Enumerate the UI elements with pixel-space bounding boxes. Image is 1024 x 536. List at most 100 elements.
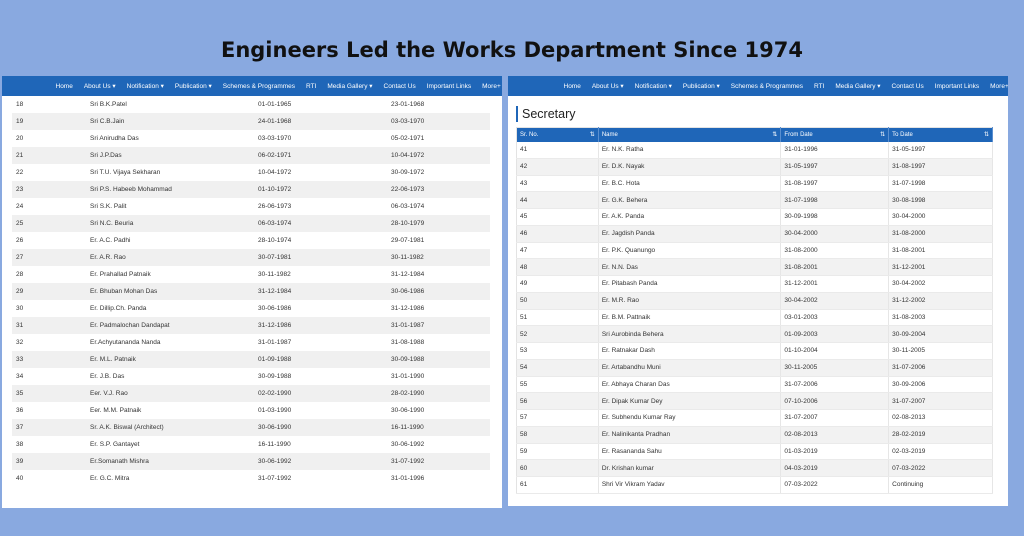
name-cell: Dr. Krishan kumar xyxy=(598,459,782,477)
name-cell: Er. Prahallad Patnaik xyxy=(90,271,151,278)
nav-item[interactable]: Important Links xyxy=(934,82,980,90)
name-cell: Er. Padmalochan Dandapat xyxy=(86,317,258,334)
sr-no-cell: 27 xyxy=(12,249,86,266)
to-date-cell: 31-01-1987 xyxy=(391,317,490,334)
nav-item[interactable]: Notification ▾ xyxy=(634,83,672,90)
name-cell: Sri T.U. Vijaya Sekharan xyxy=(90,169,161,176)
sr-no-cell: 40 xyxy=(16,475,24,482)
nav-item[interactable]: Publication ▾ xyxy=(682,83,720,90)
to-date-cell: 31-07-2007 xyxy=(888,392,993,410)
to-date-cell: 29-07-1981 xyxy=(391,237,425,244)
nav-item[interactable]: More+ ▾ xyxy=(482,83,502,90)
to-date-cell: 30-04-2002 xyxy=(888,275,993,293)
from-date-cell: 07-03-2022 xyxy=(780,476,890,494)
table-row: 48 Er. N.N. Das 31-08-2001 31-12-2001 xyxy=(516,258,993,276)
sort-icon[interactable]: ⇅ xyxy=(772,132,778,138)
from-date-cell: 16-11-1990 xyxy=(258,441,291,448)
to-date-cell: 31-08-1988 xyxy=(391,339,425,346)
sr-no-cell: 58 xyxy=(516,426,599,444)
nav-item[interactable]: About Us ▾ xyxy=(83,83,116,90)
nav-item[interactable]: Media Gallery ▾ xyxy=(327,83,373,90)
sr-no-cell: 32 xyxy=(16,339,24,346)
to-date-cell: 30-09-1972 xyxy=(391,169,425,176)
name-cell: Sri S.K. Palit xyxy=(90,203,127,210)
name-cell: Sri J.P.Das xyxy=(86,147,258,164)
table-row: 41 Er. N.K. Ratha 31-01-1996 31-05-1997 xyxy=(516,141,993,159)
nav-item[interactable]: Notification ▾ xyxy=(126,83,164,90)
name-cell: Er. M.L. Patnaik xyxy=(86,351,258,368)
nav-item[interactable]: Home xyxy=(55,82,73,90)
nav-item[interactable]: Contact Us xyxy=(383,82,416,90)
nav-item[interactable]: Important Links xyxy=(426,82,472,90)
to-date-cell: 30-04-2000 xyxy=(888,208,993,226)
name-cell: Er. B.M. Pattnaik xyxy=(598,309,782,327)
table-row: 61 Shri Vir Vikram Yadav 07-03-2022 Continu… xyxy=(516,476,993,494)
sr-no-cell: 44 xyxy=(516,191,599,209)
to-date-cell: 28-10-1979 xyxy=(391,215,490,232)
name-cell: Er. Dillip.Ch. Panda xyxy=(90,305,147,312)
from-date-cell: 30-04-2002 xyxy=(780,292,890,310)
to-date-cell: 31-08-2003 xyxy=(888,309,993,327)
table-row: 33 Er. M.L. Patnaik 01-09-1988 30-09-1988 xyxy=(12,351,490,368)
secretary-table: Sr. No. ⇅ Name ⇅ From Date ⇅ To Date ⇅ 41 Er.… xyxy=(516,127,993,494)
column-header-sr-no[interactable]: Sr. No. ⇅ xyxy=(516,127,599,142)
sr-no-cell: 34 xyxy=(16,373,24,380)
nav-item[interactable]: Contact Us xyxy=(891,82,924,90)
sr-no-cell: 21 xyxy=(12,147,86,164)
to-date-cell: 06-03-1974 xyxy=(391,203,425,210)
nav-item[interactable]: Schemes & Programmes xyxy=(222,82,296,90)
to-date-cell: 30-09-2004 xyxy=(888,325,993,343)
column-header-from-date[interactable]: From Date ⇅ xyxy=(780,127,890,142)
table-row: 31 Er. Padmalochan Dandapat 31-12-1986 31-0… xyxy=(12,317,490,334)
from-date-cell: 31-12-1984 xyxy=(258,283,391,300)
to-date-cell: 31-08-1997 xyxy=(888,158,993,176)
from-date-cell: 31-05-1997 xyxy=(780,158,890,176)
sr-no-cell: 37 xyxy=(12,419,86,436)
name-cell: Er. Ratnakar Dash xyxy=(598,342,782,360)
nav-item[interactable]: About Us ▾ xyxy=(591,83,624,90)
sort-icon[interactable]: ⇅ xyxy=(983,132,989,138)
sr-no-cell: 20 xyxy=(16,135,24,142)
sr-no-cell: 24 xyxy=(16,203,24,210)
sr-no-cell: 61 xyxy=(516,476,599,494)
nav-item[interactable]: Home xyxy=(563,82,581,90)
left-screenshot-panel: Home About Us ▾ Notification ▾ Publication … xyxy=(2,76,502,508)
table-row: 43 Er. B.C. Hota 31-08-1997 31-07-1998 xyxy=(516,175,993,193)
sr-no-cell: 28 xyxy=(16,271,24,278)
sr-no-cell: 25 xyxy=(12,215,86,232)
from-date-cell: 07-10-2006 xyxy=(780,392,890,410)
to-date-cell: 31-07-2006 xyxy=(888,359,993,377)
sort-icon[interactable]: ⇅ xyxy=(880,132,886,138)
nav-item[interactable]: Media Gallery ▾ xyxy=(835,83,881,90)
column-header-name[interactable]: Name ⇅ xyxy=(598,127,782,142)
table-row: 56 Er. Dipak Kumar Dey 07-10-2006 31-07-200… xyxy=(516,392,993,410)
name-cell: Er. S.P. Gantayet xyxy=(90,441,140,448)
column-header-to-date[interactable]: To Date ⇅ xyxy=(888,127,993,142)
name-cell: Er. M.R. Rao xyxy=(598,292,782,310)
table-row: 57 Er. Subhendu Kumar Ray 31-07-2007 02-08-… xyxy=(516,409,993,427)
name-cell: Er. Rasananda Sahu xyxy=(598,443,782,461)
from-date-cell: 01-03-1990 xyxy=(258,407,292,414)
to-date-cell: 28-02-2019 xyxy=(888,426,993,444)
nav-item[interactable]: More+ ▾ xyxy=(990,83,1008,90)
section-title: Secretary xyxy=(516,106,1008,122)
sr-no-cell: 30 xyxy=(16,305,24,312)
nav-item[interactable]: Publication ▾ xyxy=(174,83,212,90)
to-date-cell: 31-08-2001 xyxy=(888,242,993,260)
from-date-cell: 30-06-1986 xyxy=(258,305,292,312)
sort-icon[interactable]: ⇅ xyxy=(589,132,595,138)
name-cell: Er. Nalinikanta Pradhan xyxy=(598,426,782,444)
sr-no-cell: 36 xyxy=(16,407,24,414)
table-row: 38 Er. S.P. Gantayet 16-11-1990 30-06-1992 xyxy=(12,436,490,453)
to-date-cell: 31-12-1984 xyxy=(391,271,425,278)
from-date-cell: 31-08-2001 xyxy=(780,258,890,276)
nav-item[interactable]: RTI xyxy=(306,82,317,90)
nav-item[interactable]: Schemes & Programmes xyxy=(730,82,804,90)
table-row: 26 Er. A.C. Padhi 28-10-1974 29-07-1981 xyxy=(12,232,490,249)
sr-no-cell: 56 xyxy=(516,392,599,410)
to-date-cell: 16-11-1990 xyxy=(391,419,490,436)
table-header-row: Sr. No. ⇅ Name ⇅ From Date ⇅ To Date ⇅ xyxy=(516,127,993,142)
sr-no-cell: 23 xyxy=(12,181,86,198)
to-date-cell: 31-07-1998 xyxy=(888,175,993,193)
nav-item[interactable]: RTI xyxy=(814,82,825,90)
